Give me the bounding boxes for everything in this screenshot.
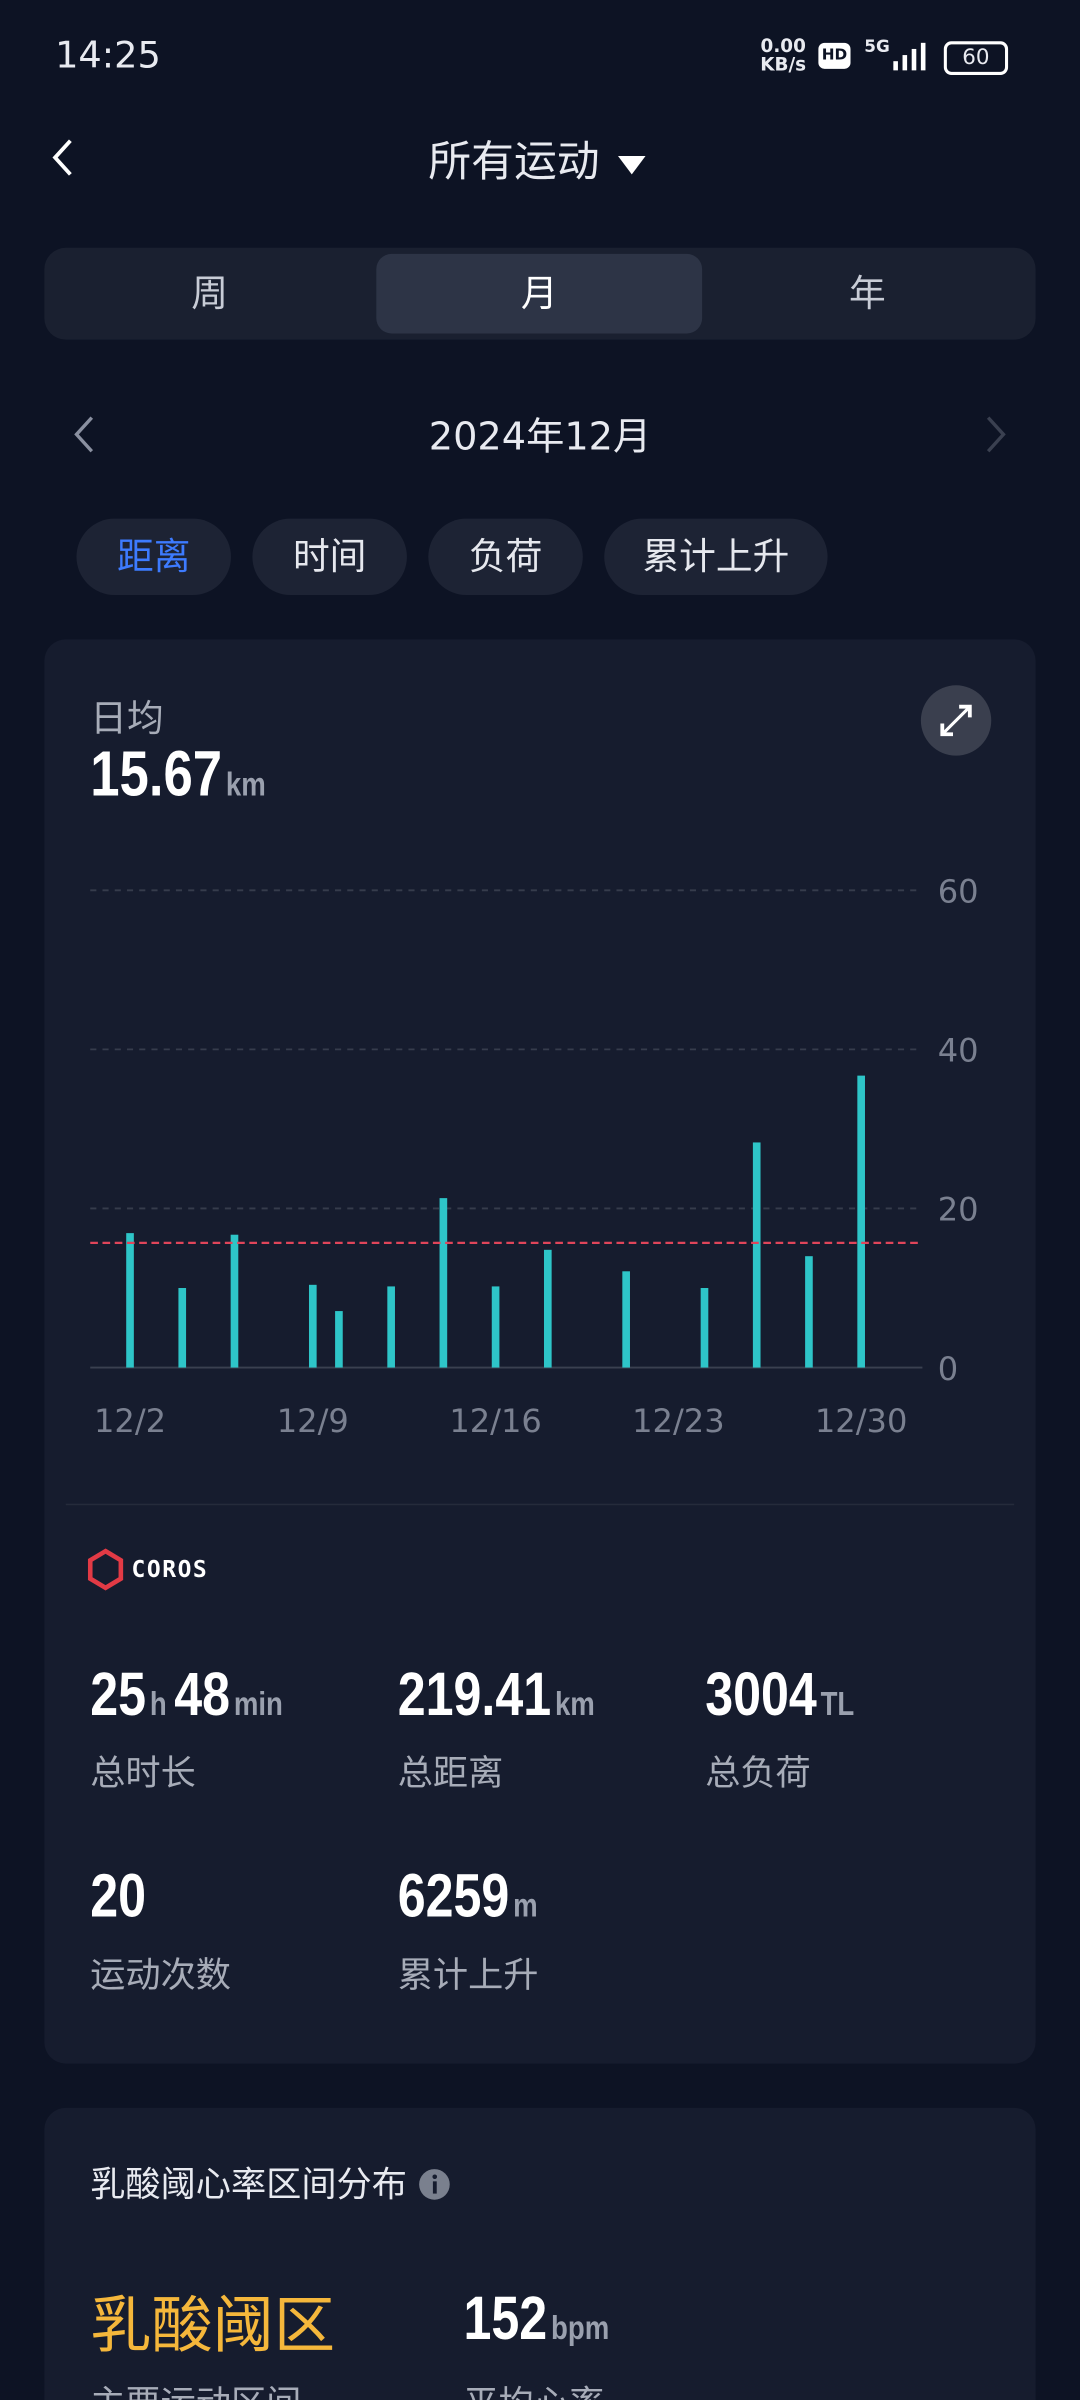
hr-number: 152 xyxy=(463,2285,548,2353)
stat-label: 累计上升 xyxy=(397,1956,539,1997)
dropdown-arrow xyxy=(617,156,646,175)
x-tick-label: 12/2 xyxy=(94,1402,166,1440)
summary-value: 15.67 km xyxy=(90,737,273,810)
stat-value: 25 h 48 min xyxy=(90,1661,290,1730)
bar xyxy=(335,1311,343,1368)
summary-label: 日均 xyxy=(90,697,164,741)
status-time: 14:25 xyxy=(55,33,161,77)
period-tabs: 周 月 年 xyxy=(44,247,1036,340)
metric-chip[interactable]: 距离 xyxy=(76,518,231,596)
x-tick-label: 12/23 xyxy=(632,1402,725,1440)
zone-title-text: 乳酸阈心率区间分布 xyxy=(90,2166,407,2206)
x-tick-label: 12/9 xyxy=(277,1402,349,1440)
net-speed: 0.00 KB/s xyxy=(760,37,806,74)
stat-label: 总负荷 xyxy=(705,1754,811,1795)
hr-label: 平均心率 xyxy=(463,2374,604,2400)
header[interactable]: 所有运动 xyxy=(0,128,1080,189)
stat-label: 总时长 xyxy=(90,1754,196,1795)
metric-chip[interactable]: 累计上升 xyxy=(604,518,828,596)
tab[interactable]: 月 xyxy=(520,272,558,316)
metric-chip[interactable]: 时间 xyxy=(252,518,407,596)
tab[interactable]: 年 xyxy=(848,272,886,316)
zone-title: 乳酸阈心率区间分布 xyxy=(90,2155,451,2207)
bar xyxy=(439,1198,448,1368)
stat-label: 运动次数 xyxy=(90,1956,231,1997)
x-tick-label: 12/16 xyxy=(449,1402,542,1440)
stat-unit: min xyxy=(233,1684,283,1723)
x-tick-label: 12/30 xyxy=(815,1402,908,1440)
bar xyxy=(700,1288,709,1368)
next-month[interactable] xyxy=(979,413,1013,456)
hr-unit: bpm xyxy=(550,2308,610,2347)
stat-unit: m xyxy=(513,1886,538,1925)
bar xyxy=(126,1233,134,1368)
bar xyxy=(230,1234,239,1368)
brand-name: COROS xyxy=(131,1555,209,1584)
stat-unit: TL xyxy=(820,1684,855,1723)
bar xyxy=(805,1256,813,1368)
bar xyxy=(491,1286,500,1368)
bar-chart: 0 20 40 60 12/2 12/9 12/16 12/23 12/30 xyxy=(90,873,979,1440)
tab[interactable]: 周 xyxy=(191,272,228,316)
y-tick-label: 40 xyxy=(938,1032,979,1070)
bar xyxy=(543,1249,552,1368)
y-tick-label: 60 xyxy=(938,873,979,911)
expand-button[interactable] xyxy=(919,684,992,757)
stat-value: 20 xyxy=(90,1863,146,1932)
zone-name: 乳酸阈区 xyxy=(90,2291,336,2362)
back-button[interactable] xyxy=(43,135,89,181)
net-speed-value: 0.00 xyxy=(760,35,806,57)
zone-label: 主要运动区间 xyxy=(90,2374,301,2400)
stat-value: 6259 m xyxy=(398,1863,545,1932)
signal-type: 5G xyxy=(864,36,890,57)
hr-value: 152 bpm xyxy=(463,2285,616,2354)
info-icon[interactable] xyxy=(418,2168,452,2202)
hd-icon: HD xyxy=(818,42,851,69)
y-tick-label: 20 xyxy=(938,1191,979,1229)
stat-number: 219.41 xyxy=(397,1661,552,1729)
stat-number: 20 xyxy=(90,1863,147,1931)
stat-value: 219.41 km xyxy=(398,1661,603,1730)
summary-unit: km xyxy=(225,764,266,804)
chart-card xyxy=(44,639,1036,2064)
net-speed-unit: KB/s xyxy=(760,53,807,75)
month-label: 2024年12月 xyxy=(428,414,652,459)
signal-icon xyxy=(893,42,926,71)
brand-logo xyxy=(87,1548,124,1591)
stat-unit: h xyxy=(149,1684,167,1723)
zone-card xyxy=(44,2107,1036,2400)
stat-value: 3004 TL xyxy=(705,1661,862,1730)
header-title: 所有运动 xyxy=(428,136,600,187)
bar xyxy=(308,1284,317,1368)
stat-unit: km xyxy=(554,1684,595,1723)
bar xyxy=(857,1075,865,1368)
stat-label: 总距离 xyxy=(397,1754,504,1795)
metric-chip[interactable]: 负荷 xyxy=(428,518,583,596)
tab-selected-bg xyxy=(376,253,703,334)
prev-month[interactable] xyxy=(67,413,101,456)
stat-number: 6259 xyxy=(397,1863,510,1931)
y-tick-label: 0 xyxy=(938,1350,958,1388)
stat-number: 3004 xyxy=(705,1661,817,1729)
battery: 60 xyxy=(943,41,1009,75)
divider xyxy=(65,1503,1015,1506)
summary-number: 15.67 xyxy=(90,737,223,810)
stat-number: 25 xyxy=(90,1661,147,1729)
bar xyxy=(622,1271,630,1368)
bar xyxy=(387,1286,395,1368)
bar xyxy=(752,1142,761,1368)
bar xyxy=(178,1288,187,1368)
stat-number: 48 xyxy=(174,1661,231,1729)
